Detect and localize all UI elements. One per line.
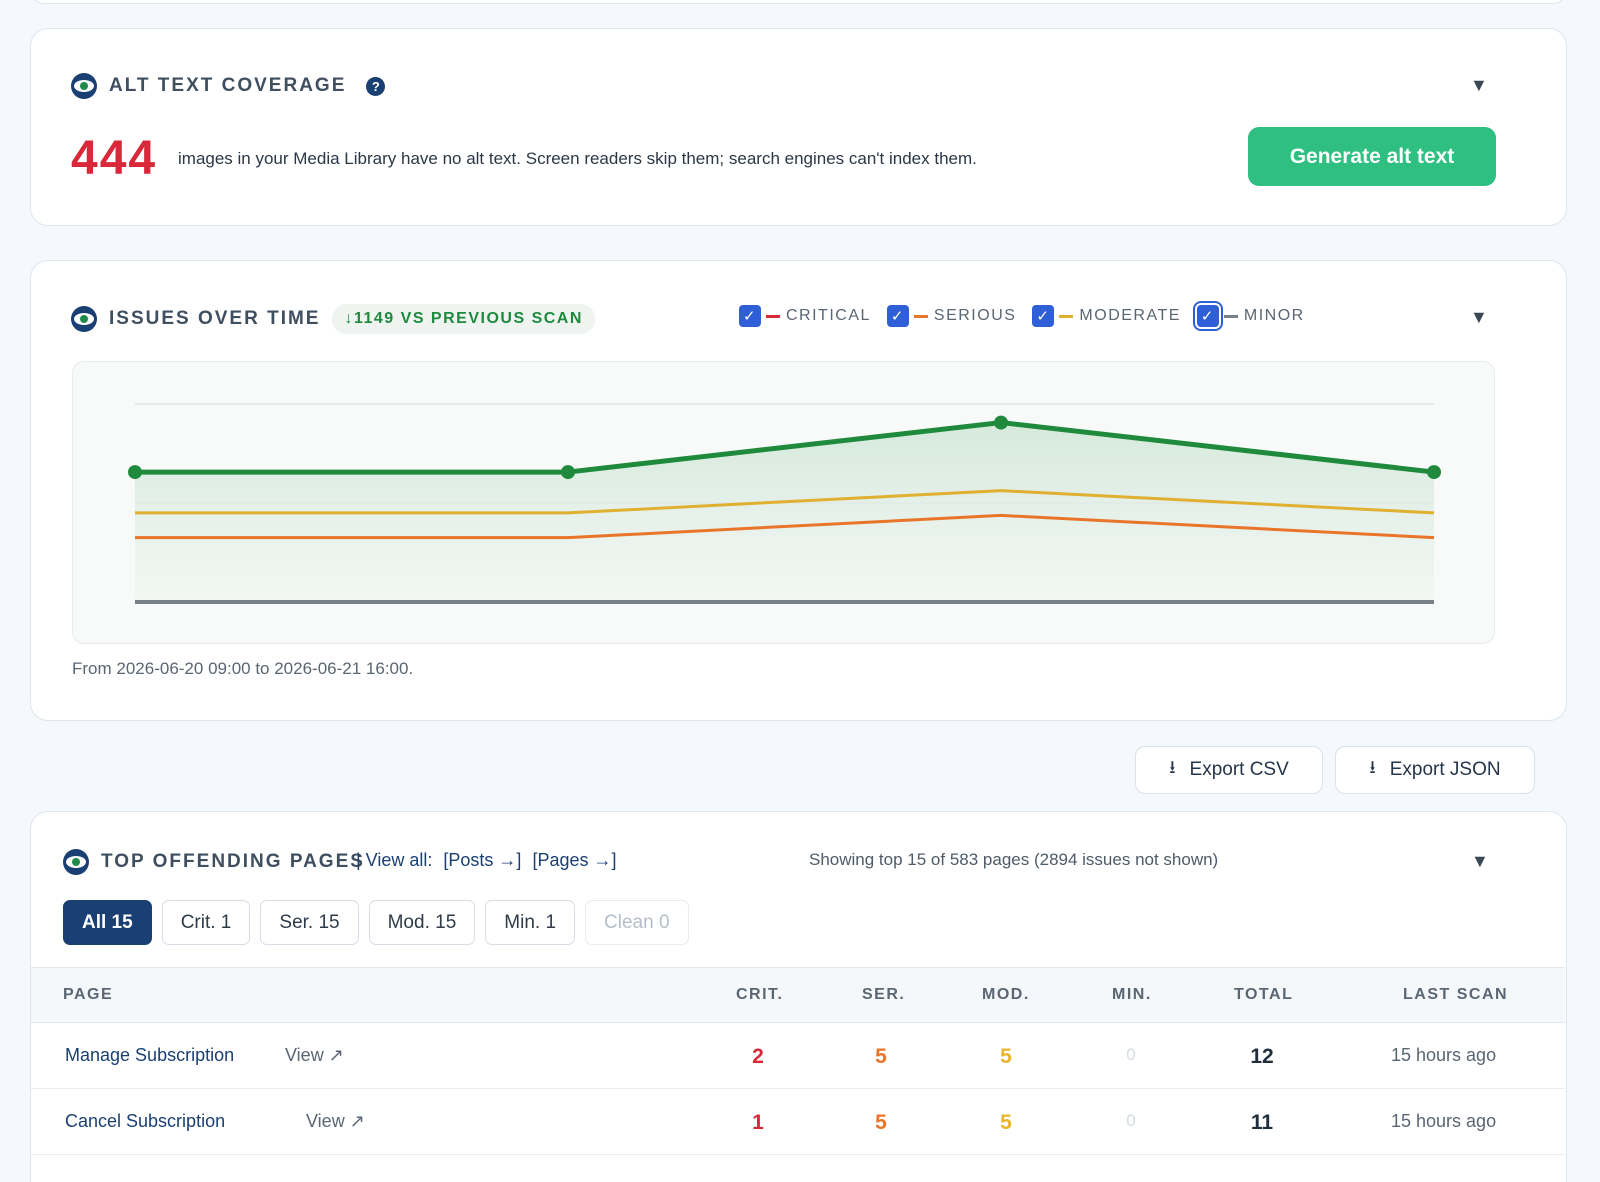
mod-count: 5: [1000, 1045, 1012, 1068]
col-page[interactable]: PAGE: [63, 986, 114, 1003]
issues-chart: [72, 361, 1495, 644]
col-last-scan[interactable]: LAST SCAN: [1403, 986, 1509, 1003]
issues-chart-svg: [128, 403, 1441, 604]
view-all-posts-link[interactable]: [Posts →]: [443, 850, 522, 870]
top-offending-pages-card: TOP OFFENDING PAGES | View all: [Posts →…: [30, 811, 1567, 1182]
severity-filter-tabs: All 15 Crit. 1 Ser. 15 Mod. 15 Min. 1 Cl…: [63, 900, 699, 945]
min-count: 0: [1126, 1045, 1136, 1064]
issues-card-header: ISSUES OVER TIME ↓1149 VS PREVIOUS SCAN: [71, 304, 595, 334]
chart-legend: ✓ CRITICAL ✓ SERIOUS ✓ MODERATE ✓ MINOR: [739, 301, 1321, 331]
series-line-total: [135, 420, 1435, 475]
series-line-moderate: [135, 489, 1435, 515]
view-link[interactable]: View ↗: [306, 1111, 365, 1131]
legend-swatch: [1223, 314, 1238, 318]
col-mod[interactable]: MOD.: [982, 986, 1030, 1003]
checkbox-checked-icon[interactable]: ✓: [886, 305, 909, 327]
data-point: [1427, 465, 1441, 480]
table-row: Manage Subscription View ↗ 2 5 5 0 12 15…: [31, 1023, 1565, 1089]
series-line-serious: [135, 513, 1435, 540]
table-row: Cancel Subscription View ↗ 1 5 5 0 11 15…: [31, 1089, 1565, 1155]
alt-text-message: images in your Media Library have no alt…: [178, 149, 977, 168]
legend-label: SERIOUS: [933, 307, 1017, 324]
eye-logo-icon: [71, 306, 97, 332]
page-link[interactable]: Manage Subscription: [65, 1045, 235, 1065]
checkbox-checked-icon[interactable]: ✓: [1192, 301, 1223, 331]
export-json-label: Export JSON: [1389, 759, 1501, 780]
data-point: [994, 415, 1008, 430]
generate-alt-text-button[interactable]: Generate alt text: [1248, 127, 1496, 186]
table-header: PAGE CRIT. SER. MOD. MIN. TOTAL LAST SCA…: [31, 967, 1565, 1023]
col-ser[interactable]: SER.: [862, 986, 906, 1003]
filter-moderate[interactable]: Mod. 15: [368, 900, 476, 945]
alt-text-title: ALT TEXT COVERAGE: [109, 75, 347, 96]
chart-date-range: From 2026-06-20 09:00 to 2026-06-21 16:0…: [72, 659, 414, 678]
legend-swatch: [1059, 314, 1074, 318]
legend-label: MODERATE: [1079, 307, 1181, 324]
checkbox-checked-icon[interactable]: ✓: [739, 305, 761, 327]
min-count: 0: [1126, 1111, 1136, 1130]
alt-text-card-header: ALT TEXT COVERAGE ?: [71, 73, 386, 99]
legend-label: CRITICAL: [786, 307, 871, 324]
export-json-button[interactable]: ⭳ Export JSON: [1335, 746, 1535, 794]
top-pages-header: TOP OFFENDING PAGES: [63, 849, 365, 875]
last-scan: 15 hours ago: [1391, 1111, 1497, 1131]
filter-minor[interactable]: Min. 1: [485, 900, 576, 945]
legend-minor[interactable]: ✓ MINOR: [1192, 301, 1305, 331]
top-pages-title: TOP OFFENDING PAGES: [101, 851, 365, 872]
previous-card-edge: [30, 0, 1567, 4]
data-point: [128, 465, 142, 480]
download-icon: ⭳: [1369, 757, 1376, 777]
delta-badge: ↓1149 VS PREVIOUS SCAN: [332, 304, 595, 334]
ser-count: 5: [875, 1111, 887, 1134]
download-icon: ⭳: [1169, 757, 1176, 777]
legend-swatch: [766, 314, 780, 318]
col-total[interactable]: TOTAL: [1234, 986, 1294, 1003]
eye-logo-icon: [63, 849, 89, 875]
crit-count: 2: [752, 1045, 764, 1068]
total-count: 11: [1250, 1111, 1274, 1134]
legend-moderate[interactable]: ✓ MODERATE: [1032, 305, 1180, 327]
legend-label: MINOR: [1243, 307, 1305, 324]
collapse-chevron-icon[interactable]: ▼: [1470, 307, 1488, 327]
crit-count: 1: [752, 1111, 764, 1134]
help-icon[interactable]: ?: [366, 76, 386, 96]
checkbox-checked-icon[interactable]: ✓: [1032, 305, 1055, 327]
export-csv-label: Export CSV: [1189, 759, 1289, 780]
filter-critical[interactable]: Crit. 1: [161, 900, 251, 945]
legend-swatch: [913, 314, 928, 318]
view-link[interactable]: View ↗: [285, 1045, 344, 1065]
col-crit[interactable]: CRIT.: [736, 986, 784, 1003]
filter-clean: Clean 0: [585, 900, 689, 945]
view-all-pages-link[interactable]: [Pages →]: [532, 850, 617, 870]
collapse-chevron-icon[interactable]: ▼: [1471, 851, 1489, 871]
ser-count: 5: [875, 1045, 887, 1068]
page-link[interactable]: Cancel Subscription: [65, 1111, 226, 1131]
filter-all[interactable]: All 15: [63, 900, 152, 945]
view-all-links: | View all: [Posts →] [Pages →]: [356, 850, 617, 871]
total-area: [135, 422, 1434, 602]
col-min[interactable]: MIN.: [1112, 986, 1152, 1003]
collapse-chevron-icon[interactable]: ▼: [1470, 75, 1488, 95]
issues-title: ISSUES OVER TIME: [109, 308, 321, 329]
eye-logo-icon: [71, 73, 97, 99]
mod-count: 5: [1000, 1111, 1012, 1134]
filter-serious[interactable]: Ser. 15: [260, 900, 359, 945]
showing-summary: Showing top 15 of 583 pages (2894 issues…: [809, 850, 1219, 869]
last-scan: 15 hours ago: [1391, 1045, 1497, 1065]
missing-alt-count: 444: [71, 132, 158, 185]
alt-text-coverage-card: ALT TEXT COVERAGE ? ▼ 444 images in your…: [30, 28, 1567, 226]
issues-over-time-card: ISSUES OVER TIME ↓1149 VS PREVIOUS SCAN …: [30, 260, 1567, 721]
view-all-label: | View all:: [356, 850, 433, 870]
data-point: [561, 465, 575, 480]
export-csv-button[interactable]: ⭳ Export CSV: [1135, 746, 1323, 794]
total-count: 12: [1250, 1045, 1274, 1068]
legend-critical[interactable]: ✓ CRITICAL: [739, 305, 871, 327]
legend-serious[interactable]: ✓ SERIOUS: [886, 305, 1017, 327]
